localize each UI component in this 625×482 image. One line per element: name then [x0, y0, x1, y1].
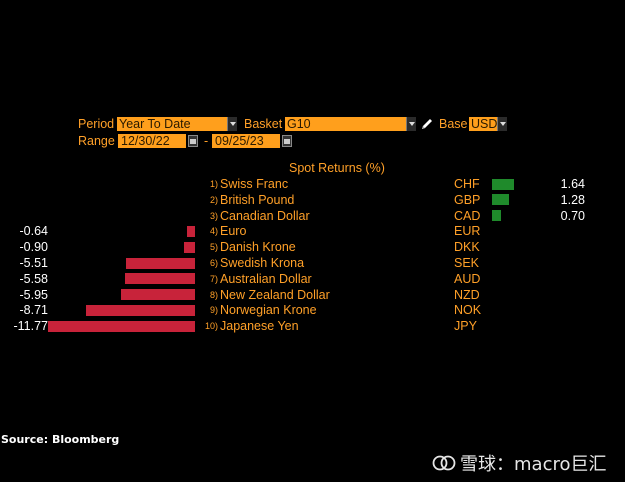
currency-code: CHF — [454, 177, 480, 191]
currency-name: New Zealand Dollar — [220, 287, 330, 302]
rank-label: 5) — [209, 242, 218, 253]
chevron-down-icon[interactable] — [406, 117, 416, 131]
return-bar — [86, 304, 195, 316]
return-bar — [187, 225, 195, 237]
currency-name: Swedish Krona — [220, 256, 305, 270]
basket-label: Basket — [244, 117, 283, 131]
currency-code: AUD — [454, 271, 481, 286]
value-label: -11.77 — [13, 319, 48, 334]
return-bar — [48, 320, 195, 332]
rank-label: 2) — [209, 194, 218, 205]
rank-label: 10) — [204, 321, 218, 332]
watermark: 雪球：macro巨汇 — [432, 450, 606, 476]
currency-name: Australian Dollar — [220, 271, 312, 286]
source-note: Source: Bloomberg — [1, 433, 120, 446]
base-label: Base — [439, 117, 468, 131]
value-label: -0.90 — [19, 240, 49, 255]
calendar-icon[interactable] — [282, 135, 292, 147]
currency-code: SEK — [454, 256, 480, 270]
chevron-down-icon[interactable] — [227, 117, 237, 131]
basket-value: G10 — [287, 117, 311, 131]
rank-label: 6) — [209, 258, 218, 268]
currency-code: NZD — [454, 287, 480, 302]
chart-title: Spot Returns (%) — [289, 161, 385, 175]
watermark-text: 雪球：macro巨汇 — [460, 454, 607, 475]
return-bar — [183, 241, 195, 253]
currency-name: Swiss Franc — [220, 177, 289, 191]
return-bar — [125, 273, 195, 285]
rank-label: 9) — [209, 305, 218, 316]
base-dropdown[interactable]: USD — [469, 117, 507, 131]
currency-name: Canadian Dollar — [220, 208, 310, 223]
period-value: Year To Date — [119, 117, 191, 131]
currency-name: Japanese Yen — [220, 319, 299, 334]
value-label: -5.95 — [19, 287, 49, 302]
return-bar — [492, 178, 514, 190]
period-label: Period — [78, 117, 115, 131]
currency-code: DKK — [454, 240, 480, 255]
rank-label: 7) — [209, 273, 218, 284]
value-label: 1.64 — [560, 177, 585, 191]
currency-name: Euro — [220, 224, 247, 239]
base-value: USD — [471, 117, 498, 131]
calendar-icon[interactable] — [188, 135, 198, 147]
currency-name: Danish Krone — [220, 240, 296, 255]
basket-dropdown[interactable]: G10 — [285, 117, 416, 131]
currency-code: JPY — [454, 319, 477, 334]
period-dropdown[interactable]: Year To Date — [117, 117, 237, 131]
return-bar — [120, 289, 195, 301]
currency-code: GBP — [454, 192, 481, 207]
value-label: 0.70 — [560, 208, 585, 223]
range-label: Range — [78, 134, 115, 148]
range-separator: - — [204, 134, 209, 148]
range-end-field[interactable]: 09/25/23 — [212, 134, 280, 148]
range-start-field[interactable]: 12/30/22 — [118, 134, 186, 148]
value-label: -5.51 — [19, 256, 49, 270]
return-bar — [126, 257, 195, 269]
snowball-logo-icon — [432, 455, 456, 471]
value-label: -0.64 — [19, 224, 49, 239]
pencil-icon[interactable] — [421, 118, 433, 130]
rank-label: 3) — [209, 210, 218, 221]
rank-label: 4) — [209, 226, 218, 237]
rank-label: 8) — [209, 289, 218, 300]
currency-code: EUR — [454, 224, 481, 239]
return-bar — [492, 194, 510, 206]
currency-name: British Pound — [220, 192, 295, 207]
value-label: -5.58 — [19, 271, 49, 286]
rank-label: 1) — [209, 179, 218, 189]
value-label: 1.28 — [560, 192, 585, 207]
value-label: -8.71 — [19, 303, 49, 318]
currency-code: CAD — [454, 208, 481, 223]
currency-code: NOK — [454, 303, 482, 318]
return-bar — [492, 210, 502, 222]
chevron-down-icon[interactable] — [497, 117, 507, 131]
currency-name: Norwegian Krone — [220, 303, 317, 318]
